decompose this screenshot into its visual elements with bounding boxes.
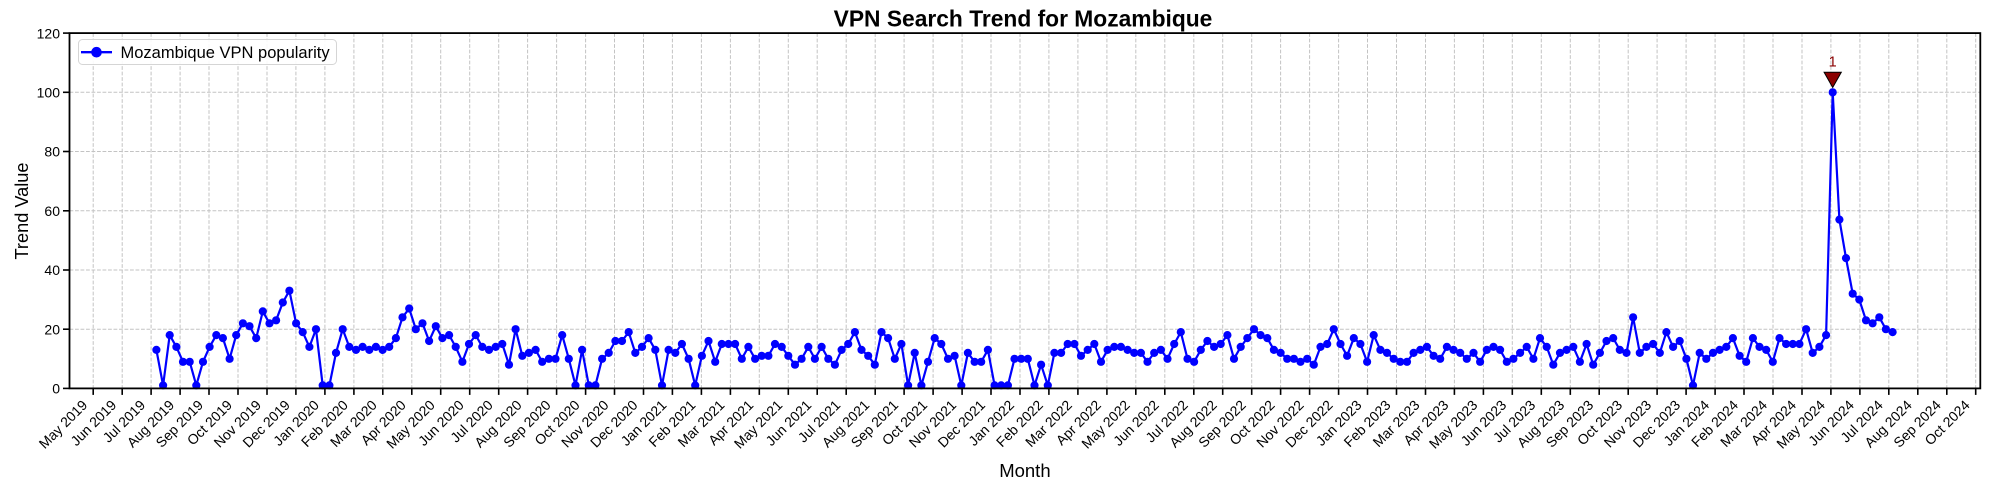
svg-text:0: 0 (52, 381, 60, 397)
svg-text:20: 20 (44, 321, 60, 337)
svg-text:Month: Month (999, 460, 1050, 481)
svg-text:60: 60 (44, 203, 60, 219)
svg-text:40: 40 (44, 262, 60, 278)
svg-text:1: 1 (1829, 55, 1837, 71)
svg-text:80: 80 (44, 144, 60, 160)
svg-text:120: 120 (37, 25, 61, 41)
svg-text:Trend Value: Trend Value (12, 162, 32, 259)
svg-text:Mozambique VPN popularity: Mozambique VPN popularity (121, 44, 331, 62)
svg-text:VPN Search Trend for Mozambiqu: VPN Search Trend for Mozambique (834, 5, 1213, 31)
svg-text:100: 100 (37, 85, 61, 101)
